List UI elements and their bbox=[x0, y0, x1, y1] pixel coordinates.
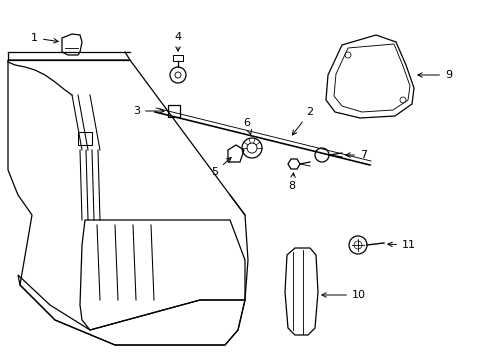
Text: 11: 11 bbox=[387, 240, 415, 250]
Text: 9: 9 bbox=[417, 70, 451, 80]
Text: 2: 2 bbox=[292, 107, 313, 135]
Text: 6: 6 bbox=[243, 118, 251, 134]
Text: 3: 3 bbox=[133, 106, 164, 116]
Text: 10: 10 bbox=[321, 290, 365, 300]
Text: 8: 8 bbox=[288, 173, 295, 191]
Text: 7: 7 bbox=[345, 150, 366, 160]
Text: 5: 5 bbox=[211, 158, 231, 177]
Bar bbox=[173, 55, 183, 61]
Text: 4: 4 bbox=[174, 32, 181, 51]
Text: 1: 1 bbox=[31, 33, 58, 43]
